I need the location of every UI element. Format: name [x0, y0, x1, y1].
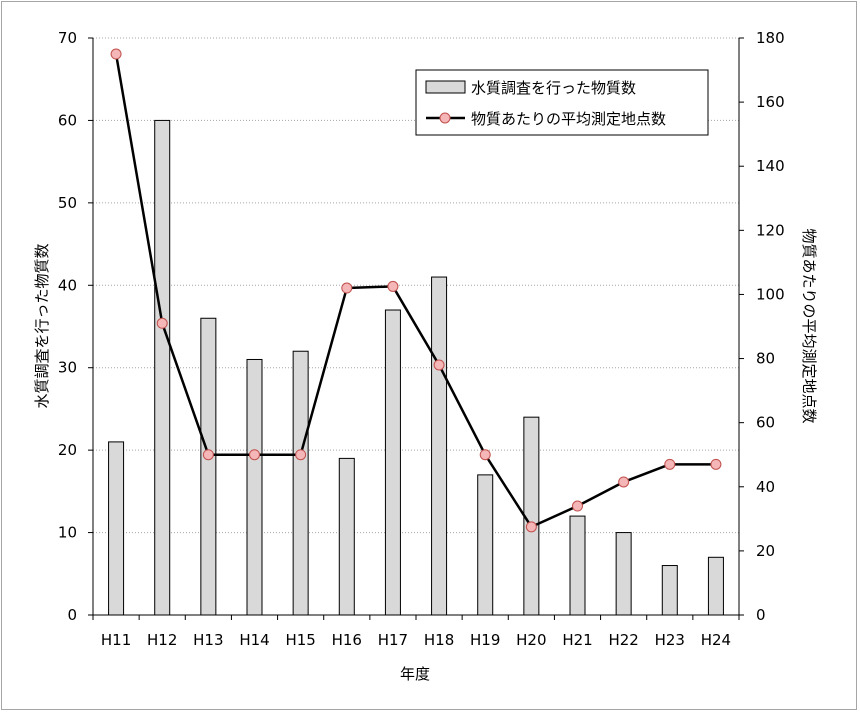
line-point-H18 [433, 359, 445, 371]
tick-labels: 0 10 20 30 40 50 60 70 0 20 40 60 80 100 120 140 160 180 H… [58, 29, 785, 649]
line-point-H24 [710, 458, 722, 470]
x-tick-label: H12 [147, 631, 177, 649]
bar-H20 [523, 416, 540, 616]
x-tick-label: H11 [101, 631, 131, 649]
line-point-H12 [156, 317, 168, 329]
line-point-H16 [341, 282, 353, 294]
y-tick-label: 50 [58, 194, 77, 212]
line-path [114, 53, 716, 529]
x-tick-label: H23 [655, 631, 685, 649]
x-tick-label: H14 [239, 631, 269, 649]
y-tick-label: 10 [58, 524, 77, 542]
bar-H15 [292, 350, 309, 616]
line-point-H19 [479, 449, 491, 461]
bar-series [108, 119, 724, 616]
y-tick-label: 20 [58, 441, 77, 459]
bar-H14 [246, 358, 263, 616]
x-tick-label: H20 [516, 631, 546, 649]
bar-H12 [154, 119, 171, 616]
bar-H17 [384, 309, 401, 616]
x-tick-label: H24 [701, 631, 731, 649]
axes [88, 37, 744, 620]
bar-H13 [200, 317, 217, 616]
legend-line-label: 物質あたりの平均測定地点数 [471, 110, 666, 128]
x-tick-label: H19 [470, 631, 500, 649]
line-point-H17 [387, 280, 399, 292]
legend: 水質調査を行った物質数 物質あたりの平均測定地点数 [415, 69, 709, 136]
line-point-H13 [202, 449, 214, 461]
y2-tick-label: 20 [756, 542, 775, 560]
legend-bar-label: 水質調査を行った物質数 [471, 79, 636, 97]
y2-tick-label: 80 [756, 350, 775, 368]
x-tick-label: H18 [424, 631, 454, 649]
bar-H22 [615, 532, 632, 616]
line-point-H21 [572, 500, 583, 512]
y-tick-label: 0 [67, 606, 77, 624]
bar-H11 [108, 441, 125, 616]
y2-tick-label: 120 [756, 221, 785, 239]
line-point-H15 [295, 449, 307, 461]
line-point-H11 [110, 48, 122, 60]
bar-H16 [338, 457, 355, 616]
line-point-H23 [664, 458, 676, 470]
legend-bar-swatch [425, 80, 466, 94]
x-tick-label: H22 [608, 631, 638, 649]
line-point-H20 [525, 521, 537, 533]
bar-H24 [707, 556, 724, 616]
y2-tick-label: 160 [756, 93, 785, 111]
line-series [110, 48, 722, 533]
x-axis-title: 年度 [400, 665, 430, 683]
bar-H19 [477, 474, 494, 616]
y-tick-label: 40 [58, 276, 77, 294]
y2-tick-label: 40 [756, 478, 775, 496]
legend-line-marker [439, 112, 451, 124]
y2-tick-label: 100 [756, 285, 785, 303]
x-tick-label: H17 [378, 631, 408, 649]
x-tick-label: H16 [332, 631, 362, 649]
y-tick-label: 30 [58, 359, 77, 377]
bar-H23 [661, 565, 678, 616]
line-point-H22 [618, 476, 630, 488]
x-tick-label: H15 [285, 631, 315, 649]
y2-tick-label: 0 [756, 606, 766, 624]
x-tick-label: H21 [562, 631, 592, 649]
y2-axis-title: 物質あたりの平均測定地点数 [800, 228, 818, 423]
x-tick-label: H13 [193, 631, 223, 649]
y2-tick-label: 180 [756, 29, 785, 47]
bar-H21 [569, 515, 586, 616]
y-tick-label: 70 [58, 29, 77, 47]
line-point-H14 [249, 449, 260, 461]
y2-tick-label: 60 [756, 414, 775, 432]
y2-tick-label: 140 [756, 157, 785, 175]
bar-H18 [431, 276, 448, 616]
y-axis-title: 水質調査を行った物質数 [33, 243, 51, 408]
y-tick-label: 60 [58, 111, 77, 129]
